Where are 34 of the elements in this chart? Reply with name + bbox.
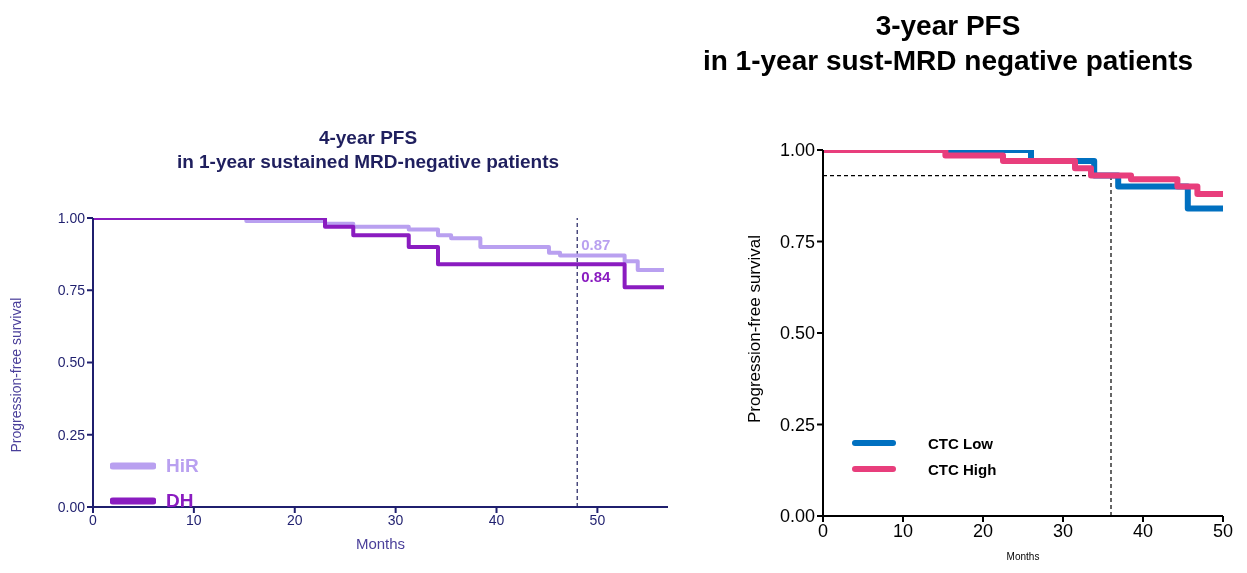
y-tick-label: 1.00 <box>57 209 86 226</box>
x-tick-label: 10 <box>892 520 914 541</box>
x-tick-label: 0 <box>89 511 98 528</box>
y-tick-label: 0.00 <box>779 506 815 527</box>
y-tick-label: 0.75 <box>779 231 815 252</box>
chart-title: 3-year PFS in 1-year sust-MRD negative patients <box>701 9 1195 78</box>
annotation: 0.84 <box>581 268 612 286</box>
x-tick-label: 50 <box>589 511 606 528</box>
x-tick-label: 20 <box>972 520 994 541</box>
y-tick-label: 0.00 <box>57 498 86 515</box>
legend-label: DH <box>166 489 194 512</box>
y-tick-label: 1.00 <box>779 140 815 161</box>
annotation: 0.87 <box>581 235 611 253</box>
chart-title: 4-year PFS in 1-year sustained MRD-negative patients <box>175 126 561 174</box>
y-tick-label: 0.50 <box>57 354 86 371</box>
y-axis-title: Progression-free survival <box>7 297 24 453</box>
y-tick-label: 0.25 <box>57 426 86 443</box>
x-tick-label: 10 <box>186 511 202 528</box>
x-tick-label: 50 <box>1212 520 1234 541</box>
x-tick-label: 40 <box>1132 520 1154 541</box>
x-tick-label: 20 <box>286 511 303 528</box>
y-tick-label: 0.50 <box>779 323 815 344</box>
legend-label: CTC Low <box>928 434 993 452</box>
x-tick-label: 30 <box>387 511 404 528</box>
x-tick-label: 30 <box>1052 520 1074 541</box>
x-axis-title: Months <box>1006 551 1040 562</box>
x-tick-label: 40 <box>488 511 505 528</box>
legend-label: CTC High <box>928 460 997 478</box>
y-tick-label: 0.75 <box>57 282 86 299</box>
y-axis-title: Progression-free survival <box>745 234 765 423</box>
x-axis-title: Months <box>355 535 406 552</box>
legend-label: HiR <box>166 454 199 477</box>
x-tick-label: 0 <box>817 520 829 541</box>
y-tick-label: 0.25 <box>779 414 815 435</box>
